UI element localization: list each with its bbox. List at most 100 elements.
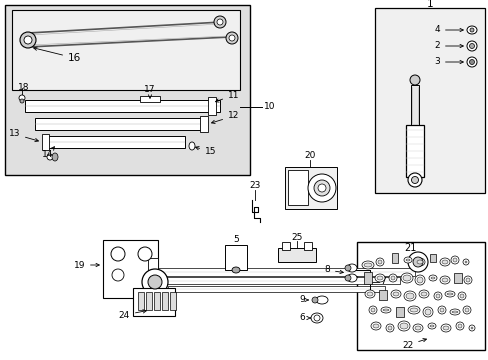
Ellipse shape (407, 252, 427, 272)
Ellipse shape (416, 260, 422, 264)
Bar (138, 292, 143, 310)
Ellipse shape (372, 324, 378, 328)
Ellipse shape (313, 315, 319, 321)
Text: 21: 21 (403, 243, 415, 253)
Bar (154, 292, 160, 310)
Bar (200, 116, 207, 132)
Ellipse shape (397, 321, 409, 331)
Text: 20: 20 (304, 152, 315, 161)
Bar (45, 136, 184, 148)
Ellipse shape (377, 260, 381, 264)
Ellipse shape (364, 290, 374, 298)
Ellipse shape (346, 264, 356, 272)
Text: 2: 2 (433, 41, 462, 50)
Text: 8: 8 (324, 265, 343, 274)
Ellipse shape (437, 306, 445, 314)
Ellipse shape (407, 173, 421, 187)
Text: 18: 18 (18, 84, 29, 93)
Text: 5: 5 (233, 235, 238, 244)
Ellipse shape (19, 95, 25, 101)
Text: 25: 25 (291, 233, 302, 242)
Ellipse shape (387, 326, 391, 330)
Ellipse shape (375, 258, 383, 266)
Ellipse shape (449, 309, 459, 315)
Ellipse shape (430, 277, 434, 279)
Text: 14: 14 (42, 147, 54, 159)
Ellipse shape (468, 325, 474, 331)
Ellipse shape (409, 75, 419, 85)
Text: 6: 6 (299, 314, 310, 323)
Ellipse shape (392, 292, 398, 296)
Ellipse shape (439, 308, 443, 312)
Ellipse shape (464, 308, 468, 312)
Ellipse shape (225, 32, 238, 44)
Ellipse shape (468, 59, 473, 64)
Bar (410, 85, 418, 125)
Ellipse shape (399, 323, 407, 329)
Bar (152, 268, 414, 276)
Ellipse shape (429, 325, 433, 327)
Ellipse shape (345, 275, 350, 281)
Ellipse shape (24, 36, 32, 44)
Ellipse shape (382, 309, 388, 311)
Bar (133, 288, 175, 316)
Ellipse shape (189, 142, 195, 150)
Ellipse shape (228, 35, 235, 41)
Bar (103, 240, 158, 298)
Ellipse shape (370, 322, 380, 330)
Ellipse shape (441, 260, 447, 264)
Ellipse shape (428, 275, 436, 281)
Ellipse shape (403, 257, 411, 263)
Ellipse shape (368, 306, 376, 314)
Ellipse shape (409, 308, 417, 312)
Ellipse shape (414, 326, 420, 330)
Text: 3: 3 (433, 58, 462, 67)
Text: 9: 9 (299, 296, 307, 305)
Ellipse shape (420, 292, 426, 296)
Ellipse shape (444, 291, 454, 297)
Ellipse shape (442, 326, 448, 330)
Ellipse shape (470, 327, 472, 329)
Ellipse shape (112, 269, 124, 281)
Ellipse shape (412, 257, 422, 267)
Bar (42, 134, 49, 150)
Ellipse shape (361, 261, 373, 269)
Ellipse shape (402, 275, 410, 281)
Text: 4: 4 (433, 26, 462, 35)
Ellipse shape (345, 265, 350, 271)
Text: 16: 16 (34, 47, 81, 63)
Bar (405, 125, 423, 177)
Bar (162, 292, 168, 310)
Text: 10: 10 (264, 103, 275, 112)
Text: 19: 19 (73, 261, 99, 270)
Bar (287, 170, 307, 205)
Text: 12: 12 (211, 112, 239, 123)
Ellipse shape (469, 28, 473, 32)
Bar (395, 307, 403, 317)
Bar (25, 100, 220, 112)
Ellipse shape (380, 307, 390, 313)
Ellipse shape (311, 297, 317, 303)
Ellipse shape (439, 276, 449, 284)
Bar (363, 272, 371, 284)
Bar (429, 254, 435, 262)
Ellipse shape (466, 26, 476, 34)
Ellipse shape (405, 293, 413, 299)
Ellipse shape (376, 276, 382, 280)
Ellipse shape (111, 247, 125, 261)
Ellipse shape (138, 247, 152, 261)
Ellipse shape (47, 154, 53, 160)
Bar (146, 292, 152, 310)
Ellipse shape (466, 41, 476, 51)
Ellipse shape (439, 258, 449, 266)
Text: 7: 7 (379, 278, 385, 287)
Ellipse shape (440, 324, 450, 332)
Bar (453, 273, 461, 283)
Ellipse shape (52, 153, 58, 161)
Ellipse shape (214, 16, 225, 28)
Ellipse shape (451, 311, 457, 313)
Ellipse shape (317, 184, 325, 192)
Ellipse shape (468, 44, 473, 49)
Bar (168, 286, 384, 292)
Ellipse shape (231, 267, 240, 273)
